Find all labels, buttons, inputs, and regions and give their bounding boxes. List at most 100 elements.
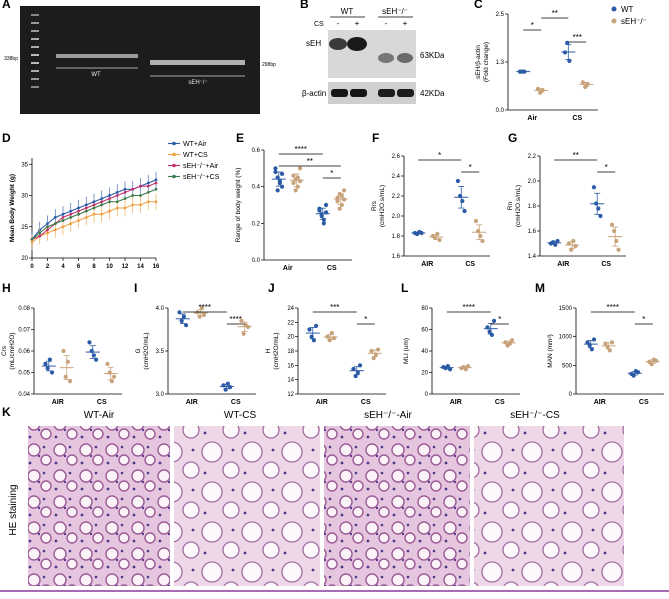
data-point [565,40,570,45]
data-point [154,178,158,182]
data-point [221,383,226,388]
data-point [571,238,576,244]
data-point [100,212,104,216]
panel-letter-E: E [236,131,244,145]
y-axis-label: MAN (mm²) [547,334,554,368]
data-point [313,323,319,329]
data-point [100,203,104,207]
data-point [566,241,572,246]
blot-group-wt: WT [341,7,354,16]
data-point [353,373,358,379]
he-image-wt-cs [174,426,320,586]
data-point [100,200,104,204]
he-image-seh-air [324,426,470,586]
data-point [61,348,66,354]
data-point [279,171,285,176]
significance-label: *** [330,303,339,312]
data-point [323,210,329,215]
data-point [77,206,80,210]
data-point [199,305,204,311]
blot-seh-band [397,53,413,63]
data-point [567,58,572,63]
data-point [458,193,463,199]
significance-label: **** [199,303,211,312]
data-point [321,221,326,226]
data-point [339,202,344,208]
x-tick-label: CS [601,261,611,268]
data-point [115,200,119,204]
data-point [131,203,135,207]
data-point [635,370,641,375]
y-axis-label: Rn [507,201,514,210]
data-point [146,200,150,204]
y-tick-label: 22 [287,320,294,326]
data-point [616,247,621,252]
y-tick-label: 2.4 [392,174,401,180]
data-point [46,225,49,229]
data-point [419,230,424,236]
data-point [275,175,280,180]
blot-seh-band [378,53,394,63]
data-point [47,357,52,362]
x-tick-label: AIR [186,399,198,406]
y-tick-label: 20 [287,335,294,341]
data-point [357,363,363,368]
data-point [49,370,55,375]
data-point [609,340,615,345]
y-tick-label: 0.06 [18,349,30,355]
y-tick-label: 2.2 [528,154,537,160]
data-point [489,332,494,337]
y-tick-label: 2.5 [496,12,505,18]
data-point [375,347,381,352]
data-point [111,374,117,379]
y-tick-label: 1.8 [392,234,401,240]
data-point [295,175,300,180]
y-tick-label: 2.0 [528,179,537,185]
significance-label: * [531,21,534,30]
significance-label: **** [295,145,307,154]
data-point [603,341,608,346]
gel-lane-wt: WT [91,72,101,78]
data-point [435,231,440,237]
data-point [154,200,158,204]
data-point [63,374,68,379]
data-point [522,69,527,74]
he-side-label: HE staining [8,484,19,535]
data-point [146,184,150,188]
x-tick-label: CS [327,265,337,272]
x-tick-label: 8 [92,264,96,270]
data-point [589,347,594,352]
blot-row-seh: sEH [306,39,321,48]
panel-letter-H: H [2,281,11,295]
y-axis-label: Range of body weight (%) [235,168,242,243]
he-title-3: sEH⁻/⁻-Air [364,410,412,421]
significance-label: ** [573,151,579,160]
data-point [291,180,296,186]
data-point [100,197,104,201]
x-tick-label: CS [465,261,475,268]
data-point [77,209,80,213]
significance-label: **** [463,303,475,312]
data-point [480,238,485,244]
y-tick-label: 500 [562,363,573,369]
y-tick-label: 0.07 [18,328,30,334]
y-tick-label: 1.8 [528,204,537,210]
he-title-4: sEH⁻/⁻-CS [510,410,560,421]
legend-marker [172,141,176,146]
data-point [373,352,378,357]
data-point [69,212,73,216]
data-point [46,222,49,226]
gel-lane-seh: sEH⁻/⁻ [188,80,207,86]
panel-letter-B: B [300,0,309,11]
data-point [478,233,483,239]
data-point [487,329,492,334]
data-point [105,361,110,366]
y-tick-label: 80 [421,306,428,312]
data-point [562,50,568,55]
data-point [225,381,230,386]
data-point [341,188,347,193]
x-tick-label: AIR [316,399,328,406]
y-tick-label: 16 [287,363,294,369]
